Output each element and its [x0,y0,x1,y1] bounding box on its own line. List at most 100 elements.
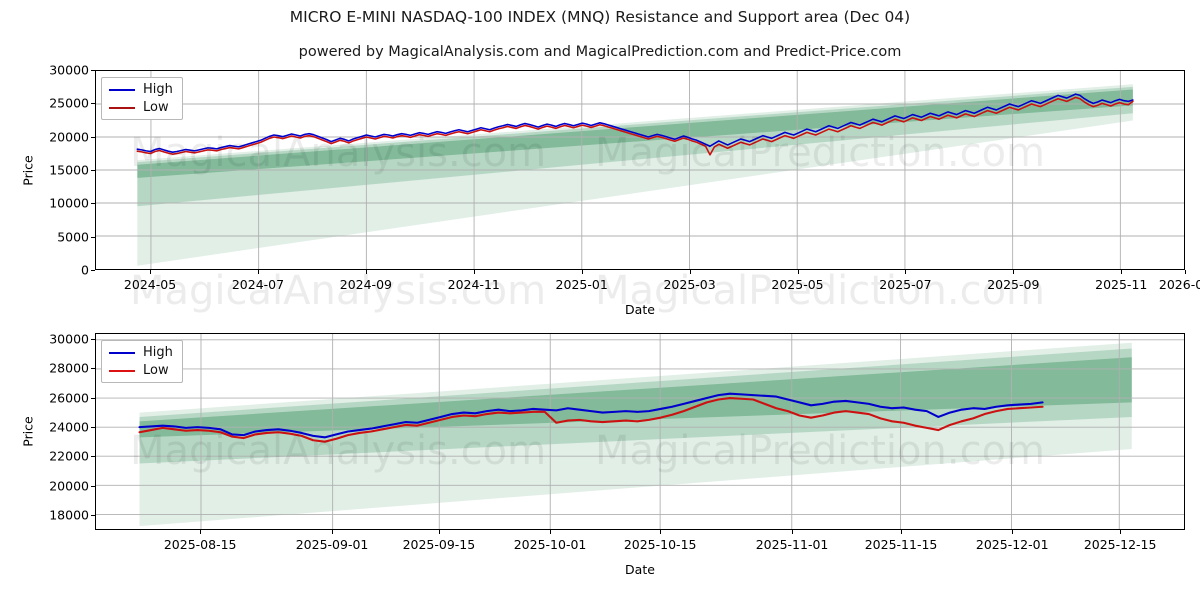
y-tick-label: 15000 [49,162,89,178]
x-tick-label: 2025-11 [1095,277,1148,292]
y-tick-mark [91,136,95,138]
x-tick-mark [1185,270,1186,274]
y-tick-label: 20000 [49,478,89,494]
y-tick-mark [91,270,95,271]
y-tick-mark [91,103,95,105]
y-tick-mark [91,338,95,340]
overview-chart-panel: High Low [95,70,1185,270]
x-tick-mark [257,270,259,274]
x-tick-label: 2025-05 [771,277,824,292]
zoomed-legend: High Low [101,340,183,383]
y-tick-mark [91,368,95,370]
zoomed-y-axis-label: Price [20,416,36,447]
x-tick-mark [660,530,662,534]
overview-plot-svg [96,71,1184,269]
support-resistance-band-inner [139,357,1132,438]
series-line-high [136,93,1134,153]
y-tick-mark [91,515,95,517]
x-tick-mark [550,530,552,534]
support-resistance-band-outer [139,342,1132,527]
x-tick-label: 2024-09 [339,277,392,292]
y-tick-mark [91,203,95,205]
y-tick-mark [91,170,95,171]
x-tick-mark [1013,270,1015,274]
x-tick-label: 2025-07 [879,277,932,292]
legend-swatch-high-2 [109,351,135,354]
legend-row-low-2: Low [109,364,173,377]
y-tick-label: 30000 [49,331,89,347]
zoomed-chart-panel: High Low [95,333,1185,530]
y-tick-label: 18000 [49,507,89,523]
legend-row-high-2: High [109,346,173,359]
y-tick-label: 26000 [49,390,89,406]
x-tick-label: 2025-10-15 [623,537,697,552]
x-tick-label: 2024-05 [123,277,177,292]
x-tick-mark [1121,270,1123,274]
legend-row-low: Low [109,101,173,114]
x-tick-label: 2025-09-01 [295,537,369,552]
x-tick-mark [473,270,475,274]
x-tick-label: 2025-09 [987,277,1040,292]
legend-label-low-2: Low [143,363,169,378]
legend-swatch-high [109,88,135,91]
y-tick-label: 0 [81,262,89,278]
y-tick-label: 20000 [49,129,89,145]
overview-x-axis-label: Date [625,302,655,317]
x-tick-label: 2025-08-15 [163,537,237,552]
x-tick-label: 2025-12-01 [975,537,1049,552]
x-tick-label: 2025-12-15 [1083,537,1157,552]
y-tick-mark [91,427,95,429]
x-tick-mark [797,270,799,274]
page-title: MICRO E-MINI NASDAQ-100 INDEX (MNQ) Resi… [289,8,911,26]
support-resistance-band-mid [139,348,1132,464]
overview-y-axis-label: Price [20,155,36,186]
overview-plot-area [95,70,1185,270]
legend-swatch-low [109,106,135,109]
x-tick-label: 2025-01 [555,277,608,292]
y-tick-label: 28000 [49,360,89,376]
support-resistance-band-outer [137,84,1133,266]
y-tick-mark [91,456,95,458]
x-tick-mark [689,270,691,274]
series-line-low [136,96,1134,156]
support-resistance-band-mid [137,86,1133,207]
y-tick-label: 30000 [49,62,89,78]
legend-swatch-low-2 [109,369,135,372]
x-tick-label: 2025-11-01 [755,537,829,552]
y-tick-mark [91,236,95,238]
y-tick-mark [91,397,95,399]
page-subtitle: powered by MagicalAnalysis.com and Magic… [298,44,902,60]
legend-label-high: High [143,82,173,97]
series-line-high [138,392,1044,439]
x-tick-mark [905,270,907,274]
x-tick-label: 2025-09-15 [402,537,476,552]
zoomed-x-axis-label: Date [625,562,655,577]
overview-legend: High Low [101,77,183,120]
x-tick-label: 2025-03 [663,277,716,292]
y-tick-label: 24000 [49,419,89,435]
x-tick-label: 2025-10-01 [513,537,587,552]
x-tick-mark [581,270,583,274]
y-tick-mark [91,485,95,487]
x-tick-mark [365,270,367,274]
x-tick-mark [438,530,440,534]
x-tick-mark [1120,530,1122,534]
legend-label-high-2: High [143,345,173,360]
y-tick-label: 25000 [49,95,89,111]
x-tick-mark [150,270,152,274]
x-tick-label: 2024-07 [231,277,285,292]
x-tick-mark [332,530,334,534]
zoomed-plot-svg [96,334,1184,529]
x-tick-label: 2025-11-15 [864,537,938,552]
legend-label-low: Low [143,100,169,115]
x-tick-mark [792,530,794,534]
x-tick-mark [200,530,202,534]
x-tick-mark [1012,530,1014,534]
y-tick-mark [91,70,95,71]
x-tick-mark [901,530,903,534]
y-tick-label: 10000 [49,195,89,211]
x-tick-label: 2024-11 [447,277,500,292]
zoomed-plot-area [95,333,1185,530]
series-line-low [138,396,1044,443]
